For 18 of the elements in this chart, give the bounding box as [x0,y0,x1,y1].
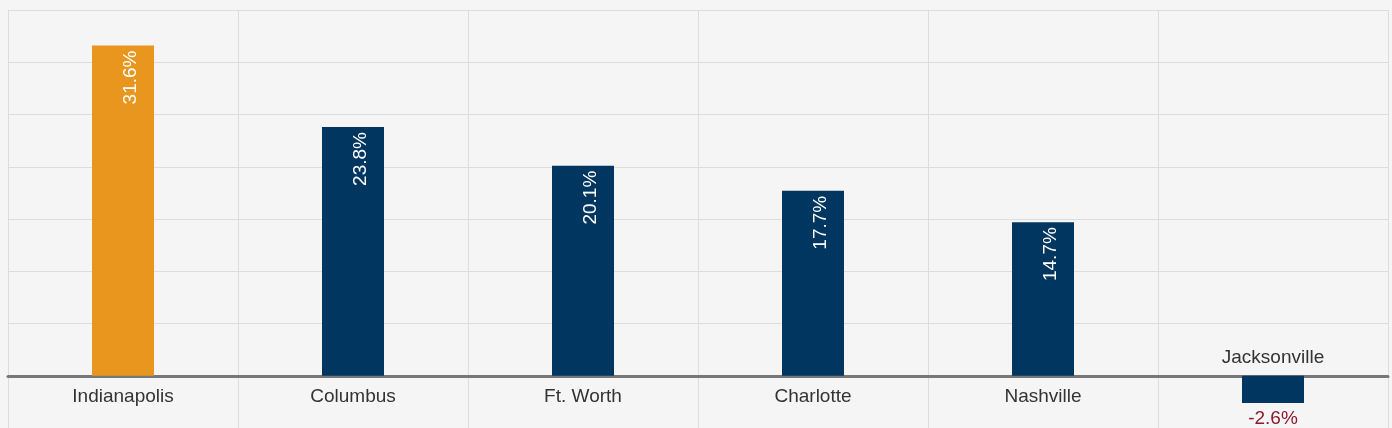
bar [322,127,384,376]
data-label: -2.6% [1248,406,1298,428]
x-tick-label: Ft. Worth [544,384,622,406]
x-tick-label: Charlotte [774,384,852,406]
bar [92,45,154,376]
data-label: 23.8% [348,131,370,186]
data-label: 17.7% [808,195,830,250]
x-tick-label: Nashville [1004,384,1082,406]
x-tick-label: Jacksonville [1221,345,1325,367]
data-label: 31.6% [118,50,140,105]
data-label: 14.7% [1038,227,1060,282]
bar [782,190,844,376]
data-label: 20.1% [578,170,600,225]
bar [1242,375,1304,403]
x-tick-label: Indianapolis [72,384,174,406]
x-tick-label: Columbus [310,384,396,406]
bar [1012,222,1074,376]
bar [552,165,614,376]
